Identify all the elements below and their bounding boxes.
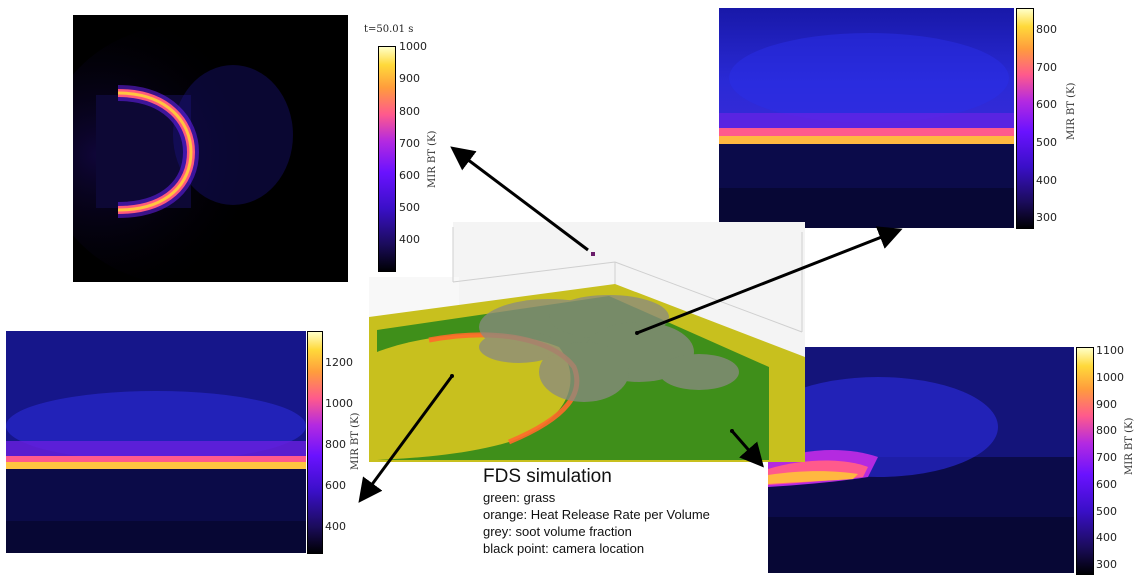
arrow-to-top-left [450, 146, 589, 252]
tick-label: 600 [1096, 478, 1117, 491]
arrow-to-bottom-right [730, 430, 764, 468]
tick-label: 700 [1096, 451, 1117, 464]
soot-cloud [479, 295, 739, 402]
legend-line-camera: black point: camera location [483, 541, 645, 556]
thermal-image-top-down [73, 15, 348, 282]
tick-label: 800 [1096, 424, 1117, 437]
tick-label: 500 [1096, 505, 1117, 518]
fds-3d-scene [369, 222, 805, 462]
tick-label: 1100 [1096, 344, 1124, 357]
tick-label: 600 [1036, 98, 1057, 111]
camera-location-point [591, 252, 595, 256]
thermal-image-oblique-view [768, 347, 1074, 573]
arrow-to-top-right [636, 226, 903, 335]
colorbar-top-left [378, 46, 396, 272]
tick-label: 700 [399, 137, 420, 150]
tick-label: 1200 [325, 356, 353, 369]
thermal-image-side-view-left [6, 331, 306, 553]
tick-label: 900 [399, 72, 420, 85]
timestamp-label: t=50.01 s [364, 24, 414, 35]
legend-line-soot: grey: soot volume fraction [483, 524, 632, 539]
tick-label: 500 [1036, 136, 1057, 149]
tick-label: 600 [325, 479, 346, 492]
tick-label: 400 [325, 520, 346, 533]
tick-label: 300 [1096, 558, 1117, 571]
tick-label: 400 [399, 233, 420, 246]
tick-label: 900 [1096, 398, 1117, 411]
arrow-to-bottom-left [358, 375, 454, 503]
tick-label: 1000 [399, 40, 427, 53]
tick-label: 500 [399, 201, 420, 214]
legend-title: FDS simulation [483, 466, 612, 487]
legend-line-grass: green: grass [483, 490, 556, 505]
colorbar-bottom-left [307, 331, 323, 554]
tick-label: 400 [1036, 174, 1057, 187]
tick-label: 800 [399, 105, 420, 118]
tick-label: 1000 [1096, 371, 1124, 384]
tick-label: 1000 [325, 397, 353, 410]
colorbar-top-right [1016, 8, 1034, 229]
thermal-image-side-view-right [719, 8, 1014, 228]
tick-label: 400 [1096, 531, 1117, 544]
tick-label: 800 [325, 438, 346, 451]
tick-label: 800 [1036, 23, 1057, 36]
legend-line-hrr: orange: Heat Release Rate per Volume [483, 507, 710, 522]
tick-label: 600 [399, 169, 420, 182]
tick-label: 700 [1036, 61, 1057, 74]
tick-label: 300 [1036, 211, 1057, 224]
